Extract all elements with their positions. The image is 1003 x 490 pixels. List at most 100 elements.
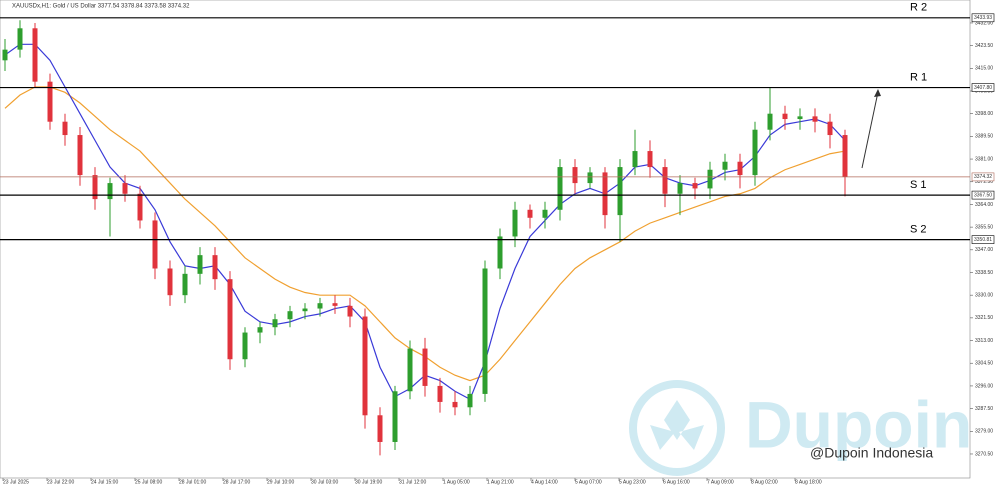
candle-body [407,348,413,392]
candle-body [707,169,713,189]
x-tick-label: 28 Jul 01:00 [179,479,206,485]
arrow-head [874,89,881,97]
candle-body [137,193,143,221]
x-tick-label: 5 Aug 07:00 [575,479,602,485]
candle-body [377,415,383,442]
candle-body [467,393,473,408]
y-tick-label: 3304.50 [975,361,993,367]
x-tick-label: 6 Aug 16:00 [663,479,690,485]
arrow [861,91,879,169]
y-tick-label: 3287.50 [975,406,993,412]
candle-body [197,255,203,274]
y-tick-label: 3432.00 [975,20,993,26]
candle-body [272,319,278,328]
watermark: Dupoin [745,387,972,461]
x-tick-label: 30 Jul 03:00 [311,479,338,485]
candle-body [347,305,353,317]
candle-body [332,303,338,306]
credit: @Dupoin Indonesia [810,445,933,461]
candle-body [752,129,758,176]
candle-body [107,183,113,200]
level-price: 3407.80 [974,85,992,91]
x-tick-label: 1 Aug 21:00 [487,479,514,485]
level-name: S 1 [910,179,927,191]
candle-body [632,151,638,168]
level-price: 3367.50 [974,192,992,198]
logo-leaf [650,400,704,450]
y-tick-label: 3321.50 [975,315,993,321]
candle-body [77,135,83,176]
x-tick-label: 23 Jul 2025 [3,479,29,485]
candle-body [152,220,158,269]
candle-body [317,303,323,309]
x-tick-label: 24 Jul 15:00 [91,479,118,485]
x-tick-label: 1 Aug 05:00 [443,479,470,485]
chart-title: XAUUSDx,H1: Gold / US Dollar 3377.54 337… [12,4,190,10]
x-tick-label: 31 Jul 12:00 [399,479,426,485]
level-price-box [971,190,995,200]
level-price-box [971,235,995,244]
candle-body [767,113,773,130]
candle-body [122,183,128,194]
candle-body [692,183,698,189]
candle-body [302,308,308,312]
y-tick-label: 3330.00 [975,293,993,299]
x-tick-label: 28 Jul 17:00 [223,479,250,485]
x-tick-label: 5 Aug 23:00 [619,479,646,485]
candle-body [2,49,8,61]
candle-body [677,183,683,194]
candle-body [827,121,833,136]
candle-body [602,172,608,216]
candle-body [92,175,98,200]
x-tick-label: 4 Aug 14:00 [531,479,558,485]
candle-body [557,167,563,210]
candle-body [722,161,728,170]
y-tick-label: 3279.00 [975,429,993,435]
x-tick-label: 7 Aug 09:00 [707,479,734,485]
candle-body [227,279,233,360]
y-tick-label: 3398.00 [975,111,993,117]
candle-body [647,151,653,168]
candle-body [242,332,248,360]
candle-body [452,401,458,408]
candle-body [47,81,53,122]
candle-body [167,268,173,296]
candle-body [572,167,578,184]
candle-body [662,167,668,194]
level-price-box [971,83,995,92]
x-tick-label: 8 Aug 02:00 [751,479,778,485]
candle-body [812,116,818,122]
candle-body [437,385,443,402]
level-price-box [971,172,995,182]
candle-body [212,255,218,280]
candle-body [287,311,293,320]
candle-body [362,316,368,416]
y-tick-label: 3381.00 [975,156,993,162]
y-tick-label: 3338.50 [975,270,993,276]
x-tick-label: 25 Jul 08:00 [135,479,162,485]
x-tick-label: 8 Aug 18:00 [795,479,822,485]
y-tick-label: 3415.00 [975,66,993,72]
y-tick-label: 3347.00 [975,247,993,253]
candle-body [797,116,803,120]
y-tick-label: 3296.00 [975,383,993,389]
candle-body [62,121,68,136]
y-tick-label: 3355.50 [975,224,993,230]
x-tick-label: 23 Jul 22:00 [47,479,74,485]
level-price: 3433.93 [974,15,992,21]
candle-body [422,348,428,386]
y-tick-label: 3270.50 [975,451,993,457]
level-name: R 2 [910,2,927,14]
level-price: 3374.32 [974,174,992,180]
candle-body [527,209,533,218]
candle-body [587,172,593,184]
logo-ring [629,380,725,476]
candle-body [182,273,188,296]
y-tick-label: 3389.50 [975,134,993,140]
y-tick-label: 3423.50 [975,43,993,49]
y-tick-label: 3372.50 [975,179,993,185]
level-name: R 1 [910,71,927,83]
candle-body [392,391,398,442]
level-price-box [971,13,995,23]
